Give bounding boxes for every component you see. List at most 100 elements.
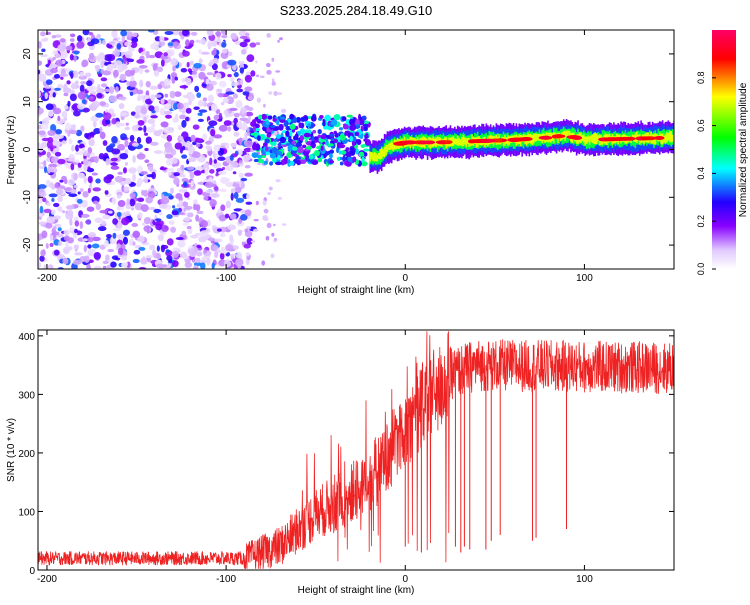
heatmap-cell [555, 134, 563, 139]
heatmap-cell [57, 227, 62, 232]
heatmap-cell [50, 209, 56, 215]
colorbar-label: Normalized spectral amplitude [738, 82, 749, 217]
heatmap-cell [99, 131, 106, 140]
heatmap-cell [249, 42, 257, 48]
heatmap-cell [278, 141, 282, 147]
heatmap-cell [74, 220, 80, 227]
heatmap-cell [142, 222, 146, 226]
heatmap-cell [45, 79, 53, 85]
heatmap-cell [73, 204, 79, 209]
heatmap-cell [336, 141, 341, 149]
heatmap-cell [55, 34, 62, 38]
heatmap-cell [215, 31, 222, 37]
heatmap-cell [120, 205, 124, 211]
heatmap-cell [360, 125, 364, 132]
heatmap-cell [130, 40, 138, 49]
heatmap-cell [270, 253, 275, 259]
heatmap-cell [54, 151, 62, 157]
heatmap-cell [72, 70, 79, 79]
heatmap-cell [246, 193, 251, 200]
heatmap-cell [63, 235, 70, 242]
heatmap-cell [244, 209, 252, 217]
heatmap-cell [91, 243, 100, 249]
heatmap-cell [132, 241, 136, 246]
heatmap-cell [208, 120, 218, 127]
heatmap-cell [163, 110, 173, 115]
heatmap-cell [666, 132, 668, 143]
heatmap-cell [214, 145, 220, 152]
heatmap-cell [71, 82, 77, 90]
heatmap-cell [172, 65, 176, 72]
heatmap-cell [147, 118, 155, 125]
heatmap-cell [197, 118, 204, 122]
heatmap-cell [259, 75, 265, 79]
heatmap-cell [86, 206, 95, 212]
heatmap-cell [52, 92, 56, 98]
heatmap-cell [279, 37, 283, 41]
heatmap-cell [370, 151, 373, 160]
heatmap-cell [180, 68, 188, 73]
heatmap-cell [166, 158, 174, 166]
heatmap-cell [389, 142, 392, 151]
heatmap-cell [46, 140, 53, 149]
heatmap-cell [325, 152, 330, 156]
heatmap-cell [272, 118, 278, 122]
heatmap-cell [163, 193, 172, 197]
heatmap-cell [299, 159, 307, 164]
heatmap-cell [172, 260, 179, 268]
heatmap-cell [81, 61, 87, 68]
heatmap-cell [304, 129, 311, 135]
heatmap-cell [263, 208, 269, 214]
heatmap-cell [588, 136, 591, 145]
heatmap-cell [84, 132, 89, 139]
heatmap-cell [369, 151, 372, 162]
heatmap-cell [261, 159, 265, 164]
y-tick-label: 400 [18, 332, 35, 343]
heatmap-cell [271, 147, 278, 154]
heatmap-cell [223, 120, 232, 127]
heatmap-cell [43, 160, 47, 167]
heatmap-cell [140, 51, 147, 56]
heatmap-cell [334, 132, 339, 138]
heatmap-cell [130, 76, 135, 82]
heatmap-cell [171, 210, 179, 216]
heatmap-cell [255, 74, 260, 78]
heatmap-cell [212, 150, 216, 158]
heatmap-cell [218, 112, 223, 120]
heatmap-cell [302, 144, 307, 149]
heatmap-cell [585, 136, 588, 144]
heatmap-cell [198, 49, 202, 54]
heatmap-cell [75, 159, 80, 163]
heatmap-cell [166, 50, 173, 58]
heatmap-cell [48, 193, 58, 198]
heatmap-cell [190, 31, 198, 36]
heatmap-cell [173, 102, 178, 110]
heatmap-cell [195, 143, 201, 148]
heatmap-cell [99, 101, 107, 106]
heatmap-cell [227, 59, 237, 66]
heatmap-cell [256, 162, 262, 166]
heatmap-cell [77, 91, 87, 100]
heatmap-cell [338, 127, 344, 131]
heatmap-cell [299, 128, 306, 135]
heatmap-cell [181, 201, 189, 208]
heatmap-cell [202, 133, 208, 141]
heatmap-cell [150, 43, 157, 50]
heatmap-cell [518, 137, 529, 142]
heatmap-cell [195, 214, 200, 222]
heatmap-cell [243, 155, 250, 163]
heatmap-cell [206, 145, 213, 152]
heatmap-cell [61, 175, 67, 181]
heatmap-cell [193, 62, 202, 69]
heatmap-cell [218, 214, 227, 222]
heatmap-cell [139, 67, 143, 75]
heatmap-cell [38, 261, 42, 269]
heatmap-cell [197, 99, 204, 107]
heatmap-cell [187, 227, 193, 235]
heatmap-cell [117, 199, 126, 207]
heatmap-cell [116, 194, 122, 199]
heatmap-cell [166, 238, 174, 246]
heatmap-cell [229, 154, 234, 161]
heatmap-cell [111, 148, 121, 155]
heatmap-cell [230, 192, 234, 201]
